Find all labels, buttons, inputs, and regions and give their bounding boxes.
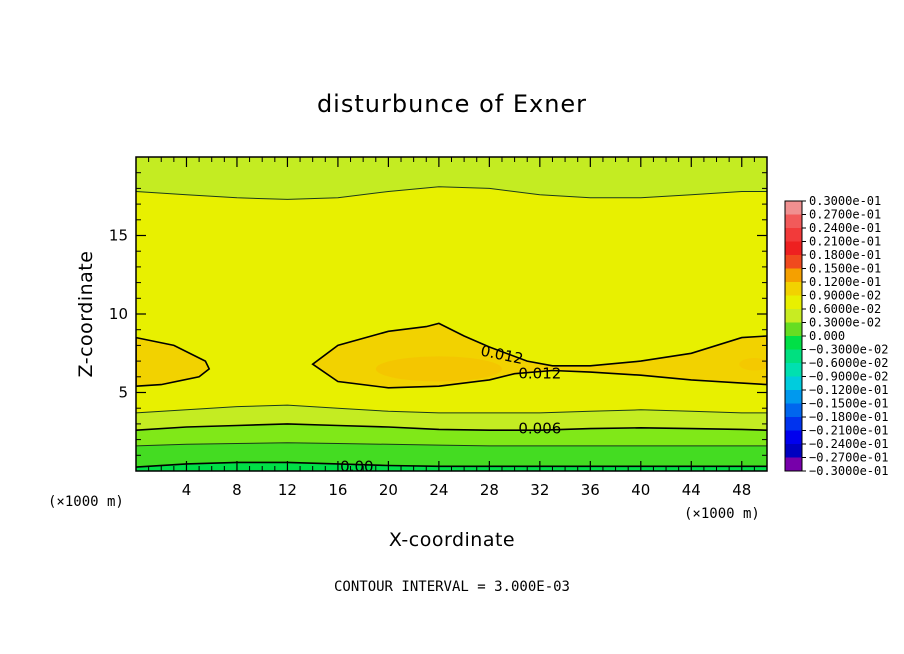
x-unit-left: (×1000 m): [48, 494, 124, 510]
colorbar-label: 0.1200e-01: [809, 275, 881, 289]
contour-line-0.012-left: [136, 336, 211, 388]
colorbar-swatch: [785, 363, 802, 377]
colorbar-swatch: [785, 255, 802, 269]
colorbar-swatch: [785, 322, 802, 337]
colorbar-swatch: [785, 241, 802, 256]
colorbar-label: −0.1200e-01: [809, 383, 888, 397]
colorbar-label: −0.2100e-01: [809, 424, 888, 438]
colorbar-label: −0.9000e-02: [809, 370, 888, 384]
colorbar-swatch: [785, 282, 802, 296]
colorbar-label: −0.3000e-02: [809, 343, 888, 357]
colorbar-swatch: [785, 403, 802, 418]
x-tick-label: 32: [530, 481, 549, 499]
colorbar-swatch: [785, 430, 802, 445]
contour-line-0.009: [136, 404, 767, 414]
band-top-006-009: [136, 157, 767, 200]
x-tick-label: 24: [429, 481, 448, 499]
colorbar: 0.3000e-010.2700e-010.2400e-010.2100e-01…: [784, 194, 888, 478]
chart-title: disturbunce of Exner: [317, 90, 587, 118]
colorbar-label: −0.2700e-01: [809, 451, 888, 465]
colorbar-label: 0.000: [809, 329, 845, 343]
colorbar-swatch: [785, 268, 802, 283]
x-tick-label: 40: [631, 481, 650, 499]
colorbar-swatch: [785, 309, 802, 323]
colorbar-swatch: [785, 214, 802, 229]
x-tick-label: 4: [182, 481, 192, 499]
x-tick-label: 12: [278, 481, 297, 499]
x-tick-label: 36: [581, 481, 600, 499]
x-tick-label: 8: [232, 481, 242, 499]
colorbar-label: −0.3000e-01: [809, 464, 888, 478]
contour-interval-note: CONTOUR INTERVAL = 3.000E-03: [334, 579, 570, 595]
colorbar-label: 0.2700e-01: [809, 208, 881, 222]
colorbar-swatch: [785, 376, 802, 391]
colorbar-swatch: [785, 228, 802, 242]
contour-label-3: 0.00: [340, 457, 373, 475]
region-right-core: [739, 357, 767, 371]
contour-line-0.003: [136, 442, 767, 447]
region-core-0.015: [375, 356, 502, 382]
colorbar-label: 0.6000e-02: [809, 302, 881, 316]
colorbar-swatch: [785, 349, 802, 364]
colorbar-swatch: [785, 444, 802, 458]
colorbar-label: −0.6000e-02: [809, 356, 888, 370]
filled-contours: [136, 157, 767, 471]
contour-label-2: 0.006: [518, 420, 561, 438]
x-tick-label: 48: [732, 481, 751, 499]
x-tick-label: 28: [480, 481, 499, 499]
contour-line-0.006: [136, 423, 767, 432]
x-tick-label: 16: [328, 481, 347, 499]
colorbar-label: −0.1800e-01: [809, 410, 888, 424]
colorbar-label: 0.1800e-01: [809, 248, 881, 262]
colorbar-swatch: [785, 390, 802, 404]
colorbar-swatch: [785, 295, 802, 310]
contour-label-1: 0.012: [518, 365, 561, 383]
y-tick-label: 5: [118, 384, 128, 402]
colorbar-label: −0.2400e-01: [809, 437, 888, 451]
x-tick-label: 44: [682, 481, 701, 499]
colorbar-swatch: [785, 201, 802, 215]
colorbar-label: 0.9000e-02: [809, 289, 881, 303]
y-tick-label: 10: [109, 305, 128, 323]
x-axis-label: X-coordinate: [389, 529, 515, 551]
contour-line-0.009-top: [136, 186, 767, 200]
colorbar-swatch: [785, 336, 802, 350]
x-tick-label: 20: [379, 481, 398, 499]
colorbar-label: 0.3000e-01: [809, 194, 881, 208]
colorbar-swatch: [785, 417, 802, 431]
contour-line-0.012-center: [311, 322, 767, 389]
colorbar-swatch: [785, 457, 802, 472]
y-tick-label: 15: [109, 227, 128, 245]
colorbar-label: 0.3000e-02: [809, 316, 881, 330]
colorbar-label: 0.2400e-01: [809, 221, 881, 235]
colorbar-label: 0.2100e-01: [809, 235, 881, 249]
x-unit-right: (×1000 m): [684, 506, 760, 522]
colorbar-label: −0.1500e-01: [809, 397, 888, 411]
y-axis-label: Z-coordinate: [75, 251, 97, 378]
colorbar-label: 0.1500e-01: [809, 262, 881, 276]
region-0.012-left: [136, 337, 210, 387]
